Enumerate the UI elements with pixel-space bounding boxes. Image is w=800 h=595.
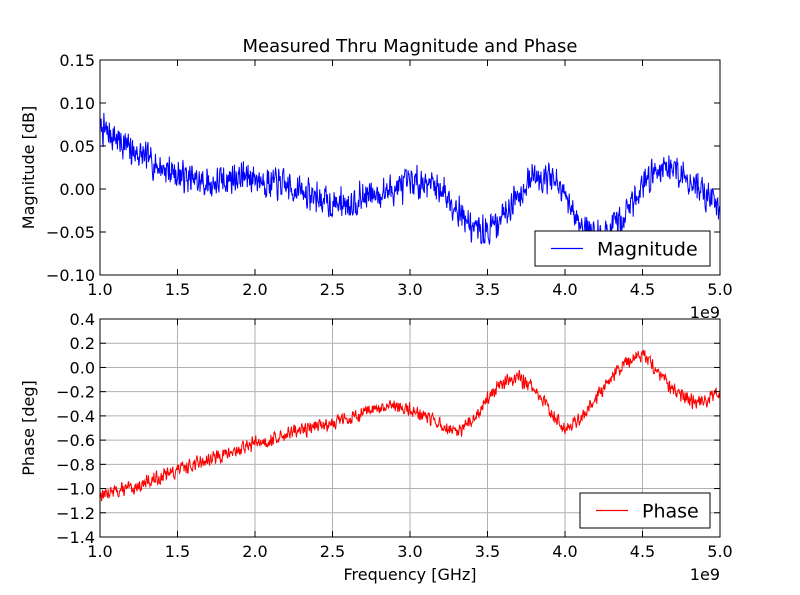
x-tick-label: 1.5 (165, 542, 190, 561)
x-tick-label: 3.0 (397, 280, 422, 299)
y-tick-label: −0.2 (56, 383, 95, 402)
y-tick-label: 0.4 (70, 310, 95, 329)
legend-label: Phase (642, 501, 699, 523)
x-tick-label: 3.5 (475, 280, 500, 299)
x-tick-label: 5.0 (707, 542, 732, 561)
x-tick-label: 2.5 (320, 280, 345, 299)
y-tick-label: −0.4 (56, 407, 95, 426)
phase-panel: 1.0 1.5 2.0 2.5 3.0 3.5 4.0 4.5 5.0 0.4 0.2 0.0 −0.2… (19, 310, 733, 584)
x-tick-label: 1.0 (87, 280, 112, 299)
series-line-phase (100, 349, 720, 502)
x-tick-label: 2.5 (320, 542, 345, 561)
x-axis-label: Frequency [GHz] (343, 565, 476, 584)
x-tick-label: 4.5 (630, 280, 655, 299)
y-tick-label: 0.10 (59, 94, 95, 113)
y-tick-label: 0.2 (70, 334, 95, 353)
x-tick-label: 3.5 (475, 542, 500, 561)
series-line-magnitude (100, 112, 720, 252)
x-tick-label: 3.0 (397, 542, 422, 561)
y-tick-label: 0.15 (59, 51, 95, 70)
x-tick-label: 2.0 (242, 542, 267, 561)
y-axis-label: Phase [deg] (19, 380, 38, 476)
legend: Phase (579, 492, 711, 529)
x-tick-label: 1.5 (165, 280, 190, 299)
x-tick-label: 4.5 (630, 542, 655, 561)
x-exponent-label: 1e9 (690, 565, 720, 584)
y-tick-label: −1.2 (56, 504, 95, 523)
y-tick-label: −0.6 (56, 431, 95, 450)
legend: Magnitude (534, 230, 711, 267)
x-tick-label: 2.0 (242, 280, 267, 299)
x-tick-label: 5.0 (707, 280, 732, 299)
y-tick-label: 0.0 (70, 358, 95, 377)
magnitude-panel: 1.0 1.5 2.0 2.5 3.0 3.5 4.0 4.5 5.0 0.15 0.10 0.05 0… (19, 51, 733, 322)
chart-title: Measured Thru Magnitude and Phase (243, 36, 578, 57)
legend-label: Magnitude (597, 239, 698, 261)
y-tick-label: 0.00 (59, 180, 95, 199)
y-tick-label: −0.10 (46, 266, 95, 285)
x-exponent-label: 1e9 (690, 303, 720, 322)
x-tick-label: 4.0 (552, 542, 577, 561)
y-tick-label: −1.0 (56, 480, 95, 499)
y-tick-label: −0.8 (56, 455, 95, 474)
x-tick-label: 4.0 (552, 280, 577, 299)
y-tick-label: −1.4 (56, 528, 95, 547)
y-tick-label: 0.05 (59, 137, 95, 156)
y-axis-label: Magnitude [dB] (19, 106, 38, 229)
y-tick-label: −0.05 (46, 223, 95, 242)
x-tick-label: 1.0 (87, 542, 112, 561)
